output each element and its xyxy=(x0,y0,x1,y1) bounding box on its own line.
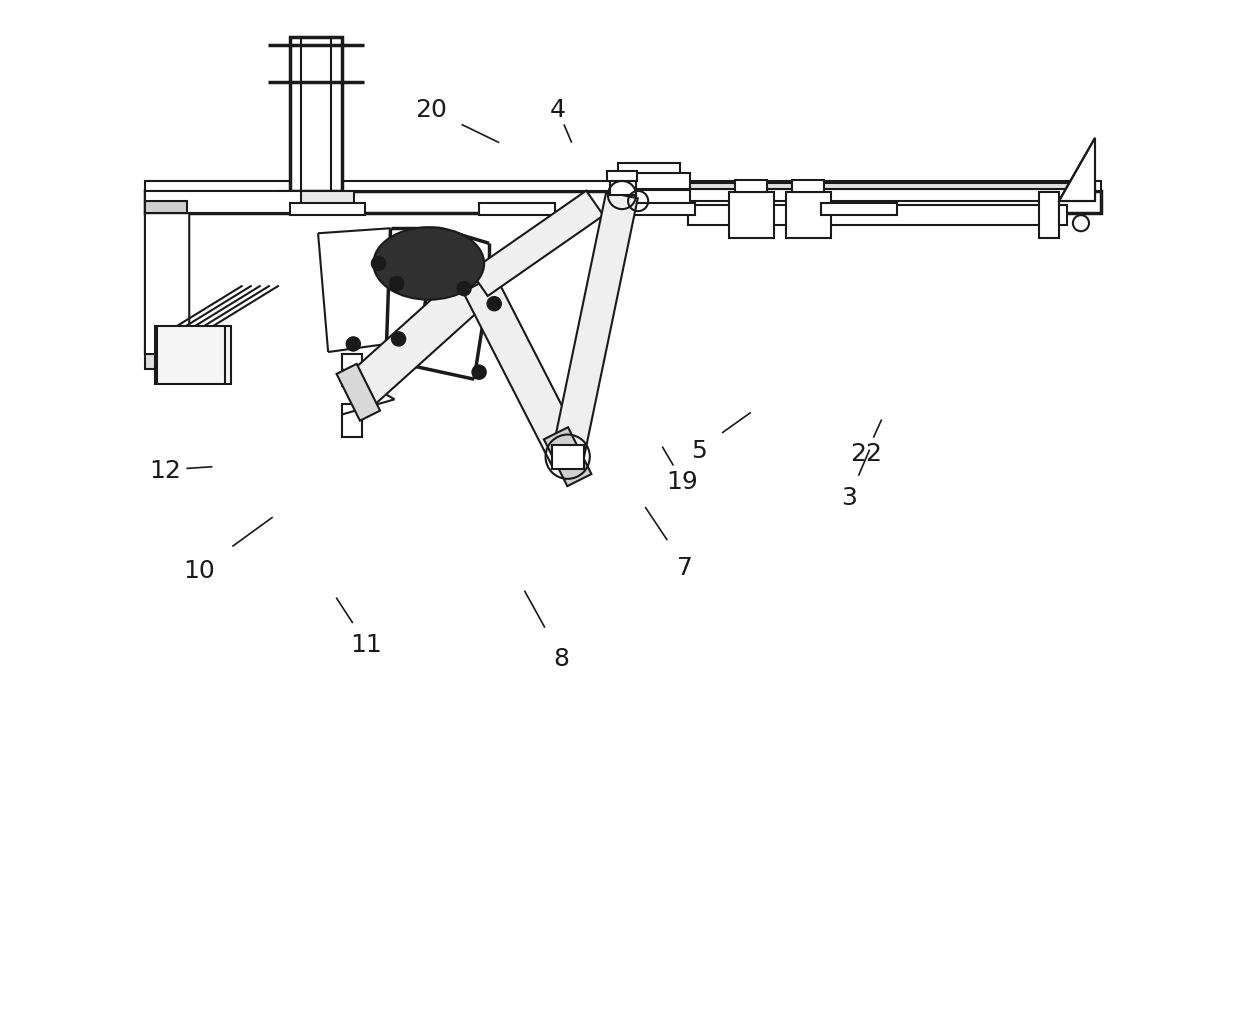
Text: 20: 20 xyxy=(415,98,446,122)
Bar xyxy=(635,191,691,209)
Bar xyxy=(620,190,1095,202)
Bar xyxy=(610,182,636,196)
Text: 10: 10 xyxy=(184,559,216,583)
Polygon shape xyxy=(544,428,591,486)
Bar xyxy=(479,204,554,216)
Bar xyxy=(342,405,362,437)
Bar xyxy=(145,202,187,214)
Bar xyxy=(552,445,584,469)
Text: 5: 5 xyxy=(691,438,707,462)
Text: 8: 8 xyxy=(553,646,569,670)
Bar xyxy=(792,181,825,193)
Bar xyxy=(145,192,301,214)
Text: 12: 12 xyxy=(149,458,181,482)
Circle shape xyxy=(392,333,405,347)
Bar xyxy=(290,204,366,216)
Bar xyxy=(618,164,681,174)
Bar xyxy=(620,184,1095,190)
Circle shape xyxy=(472,366,486,380)
Bar xyxy=(145,352,187,370)
Polygon shape xyxy=(1059,139,1095,202)
Bar xyxy=(821,204,897,216)
Bar xyxy=(729,193,774,239)
Bar xyxy=(145,214,187,355)
Circle shape xyxy=(389,277,403,291)
Bar xyxy=(620,204,696,216)
Bar xyxy=(145,182,1101,192)
Polygon shape xyxy=(145,214,190,355)
Text: 3: 3 xyxy=(842,485,857,510)
Text: 7: 7 xyxy=(677,556,693,580)
Bar xyxy=(1059,206,1066,226)
Bar xyxy=(610,174,691,190)
Bar xyxy=(735,181,768,193)
Circle shape xyxy=(458,282,471,296)
Circle shape xyxy=(346,338,361,352)
Polygon shape xyxy=(470,191,604,296)
Text: 19: 19 xyxy=(667,469,698,493)
Bar xyxy=(290,38,342,192)
Polygon shape xyxy=(336,365,381,422)
Bar xyxy=(1039,193,1059,239)
Bar xyxy=(342,355,362,387)
Bar xyxy=(278,192,355,214)
Polygon shape xyxy=(552,192,637,460)
Bar xyxy=(155,327,231,385)
Polygon shape xyxy=(463,276,584,465)
Text: 22: 22 xyxy=(851,441,883,465)
Polygon shape xyxy=(459,258,500,311)
Text: 11: 11 xyxy=(351,632,382,656)
Text: 4: 4 xyxy=(549,98,565,122)
Bar xyxy=(688,206,1040,226)
Ellipse shape xyxy=(373,228,484,300)
Bar xyxy=(786,193,831,239)
Polygon shape xyxy=(345,269,492,407)
Circle shape xyxy=(487,297,501,311)
Circle shape xyxy=(372,257,386,271)
Bar xyxy=(606,172,637,182)
Bar xyxy=(145,192,1101,214)
